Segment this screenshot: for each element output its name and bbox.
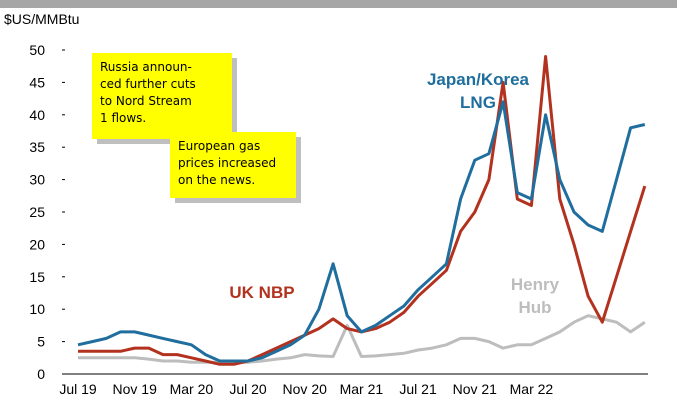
y-tick-label: 45 bbox=[29, 74, 45, 90]
annotation-text: ced further cuts bbox=[100, 77, 196, 91]
annotation-text: to Nord Stream bbox=[100, 94, 192, 108]
x-tick-label: Nov 21 bbox=[453, 381, 498, 397]
annotation-box bbox=[170, 132, 296, 198]
y-tick-label: 30 bbox=[29, 172, 45, 188]
annotation-text: on the news. bbox=[178, 173, 255, 187]
x-tick-label: Jul 21 bbox=[399, 381, 437, 397]
top-bar bbox=[0, 0, 677, 8]
annotation-box bbox=[92, 53, 232, 139]
x-tick-label: Mar 21 bbox=[340, 381, 384, 397]
x-tick-label: Jul 19 bbox=[59, 381, 97, 397]
x-tick-label: Nov 19 bbox=[113, 381, 158, 397]
y-tick-label: 5 bbox=[37, 334, 45, 350]
annotation-text: 1 flows. bbox=[100, 111, 146, 125]
series-label: UK NBP bbox=[229, 283, 294, 302]
y-tick-label: 20 bbox=[29, 236, 45, 252]
series-line bbox=[77, 100, 646, 363]
y-tick-label: 10 bbox=[29, 301, 45, 317]
y-tick-label: 35 bbox=[29, 139, 45, 155]
series-label: Japan/Korea LNG bbox=[427, 70, 530, 112]
series-line bbox=[78, 314, 646, 364]
x-tick-label: Mar 20 bbox=[170, 381, 214, 397]
x-tick-label: Nov 20 bbox=[283, 381, 328, 397]
y-tick-label: 50 bbox=[29, 42, 45, 58]
y-tick-label: 0 bbox=[37, 366, 45, 382]
y-axis-label: $US/MMBtu bbox=[4, 11, 79, 27]
annotation-text: Russia announ- bbox=[100, 60, 192, 74]
annotation-text: prices increased bbox=[178, 156, 276, 170]
x-tick-label: Jul 20 bbox=[229, 381, 267, 397]
annotation-text: European gas bbox=[178, 139, 260, 153]
y-tick-label: 25 bbox=[29, 204, 45, 220]
x-tick-label: Mar 22 bbox=[510, 381, 554, 397]
y-tick-label: 15 bbox=[29, 269, 45, 285]
series-label: Henry Hub bbox=[511, 275, 560, 317]
y-tick-label: 40 bbox=[29, 107, 45, 123]
